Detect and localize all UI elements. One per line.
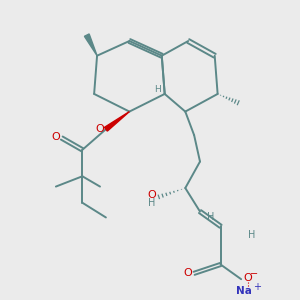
Text: H: H [154,85,161,94]
Text: H: H [248,230,255,240]
Text: O: O [95,124,104,134]
Text: O: O [184,268,193,278]
Text: H: H [148,198,155,208]
Text: +: + [253,282,261,292]
Text: O: O [243,273,252,283]
Text: O: O [52,132,60,142]
Text: O: O [147,190,156,200]
Polygon shape [84,34,97,56]
Text: H: H [207,212,214,222]
Text: Na: Na [236,286,252,296]
Polygon shape [104,112,129,131]
Text: −: − [250,269,259,279]
